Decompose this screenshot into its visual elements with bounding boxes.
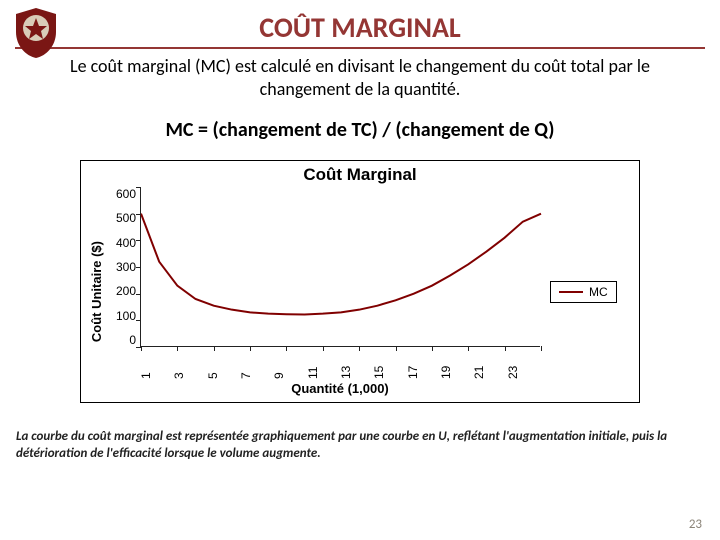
chart-yticks: 6005004003002001000 <box>106 187 140 347</box>
legend-line-icon <box>559 291 583 293</box>
page-number: 23 <box>689 517 702 532</box>
chart-xticks: 1357911131517192123 <box>140 347 540 381</box>
page-title: COÛT MARGINAL <box>15 0 705 49</box>
footer-caption: La courbe du coût marginal est représent… <box>0 403 720 463</box>
logo <box>12 6 60 60</box>
subtitle-text: Le coût marginal (MC) est calculé en div… <box>0 53 720 108</box>
chart-xlabel: Quantité (1,000) <box>140 381 540 396</box>
chart-legend: MC <box>550 281 617 303</box>
chart-title: Coût Marginal <box>87 165 633 185</box>
chart-plot <box>140 187 540 347</box>
legend-label: MC <box>589 285 608 299</box>
chart-ylabel: Coût Unitaire ($) <box>87 241 106 342</box>
chart-container: Coût Marginal Coût Unitaire ($) 60050040… <box>80 160 640 403</box>
formula-text: MC = (changement de TC) / (changement de… <box>0 118 720 142</box>
